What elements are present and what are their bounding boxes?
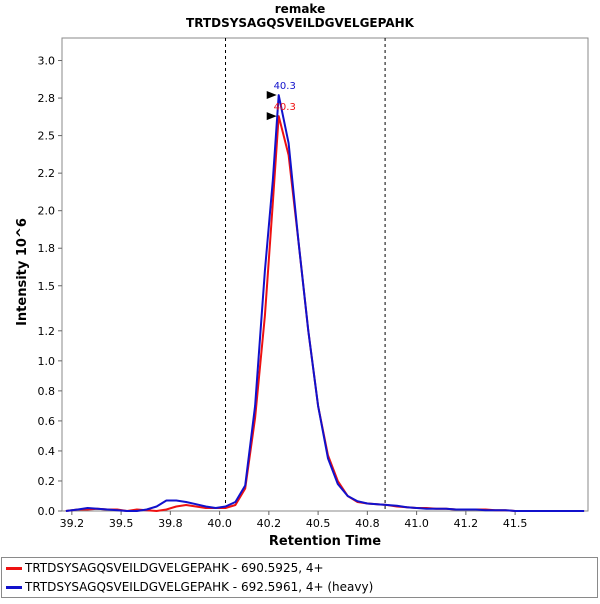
x-tick-label: 40.5	[306, 517, 331, 530]
y-tick-label: 0.8	[38, 385, 56, 398]
y-tick-label: 1.0	[38, 355, 56, 368]
x-tick-label: 39.8	[158, 517, 183, 530]
y-tick-label: 0.0	[38, 505, 56, 518]
legend-swatch-heavy	[6, 585, 22, 589]
y-tick-label: 0.6	[38, 415, 56, 428]
y-tick-label: 0.4	[38, 445, 56, 458]
series-group	[65, 94, 585, 512]
integration-bounds	[225, 38, 386, 511]
y-tick-label: 2.2	[38, 167, 56, 180]
legend-swatch-light	[6, 566, 22, 570]
y-tick-label: 1.8	[38, 242, 56, 255]
y-tick-label: 1.5	[38, 280, 56, 293]
y-tick-label: 2.8	[38, 92, 56, 105]
x-tick-label: 40.0	[207, 517, 232, 530]
legend-label-heavy: TRTDSYSAGQSVEILDGVELGEPAHK - 692.5961, 4…	[25, 580, 374, 594]
legend: TRTDSYSAGQSVEILDGVELGEPAHK - 690.5925, 4…	[1, 557, 598, 598]
peak-label: 40.3	[274, 81, 296, 92]
peak-label: 40.3	[274, 102, 296, 113]
x-tick-label: 40.8	[355, 517, 380, 530]
plot-area	[61, 37, 589, 512]
x-tick-label: 40.2	[257, 517, 282, 530]
legend-label-light: TRTDSYSAGQSVEILDGVELGEPAHK - 690.5925, 4…	[25, 561, 324, 575]
x-axis-label: Retention Time	[269, 534, 381, 549]
y-tick-label: 0.2	[38, 475, 56, 488]
x-tick-label: 41.5	[503, 517, 528, 530]
chart-title: remake	[275, 2, 325, 16]
series-line-heavy	[65, 94, 585, 512]
peak-marker	[266, 112, 277, 121]
legend-item-heavy: TRTDSYSAGQSVEILDGVELGEPAHK - 692.5961, 4…	[6, 578, 373, 596]
x-axis: 39.2 39.5 39.8 40.0 40.2 40.5 40.8 41.0 41.2 41.5	[60, 511, 528, 530]
x-tick-label: 41.0	[404, 517, 429, 530]
x-tick-label: 39.5	[109, 517, 134, 530]
x-tick-label: 39.2	[60, 517, 85, 530]
y-axis: 0.0 0.2 0.4 0.6 0.8 1.0 1.2 1.5 1.8 2.0 2.2 2.5 2.8 3…	[38, 55, 62, 518]
peak-annotations: 40.3 40.3	[266, 81, 296, 121]
legend-item-light: TRTDSYSAGQSVEILDGVELGEPAHK - 690.5925, 4…	[6, 559, 324, 577]
y-axis-label: Intensity 10^6	[15, 218, 30, 326]
y-tick-label: 2.5	[38, 130, 56, 143]
peak-marker	[266, 91, 277, 100]
y-tick-label: 2.0	[38, 205, 56, 218]
x-tick-label: 41.2	[454, 517, 479, 530]
chart-subtitle: TRTDSYSAGQSVEILDGVELGEPAHK	[186, 16, 415, 30]
y-tick-label: 1.2	[38, 325, 56, 338]
y-tick-label: 3.0	[38, 55, 56, 68]
